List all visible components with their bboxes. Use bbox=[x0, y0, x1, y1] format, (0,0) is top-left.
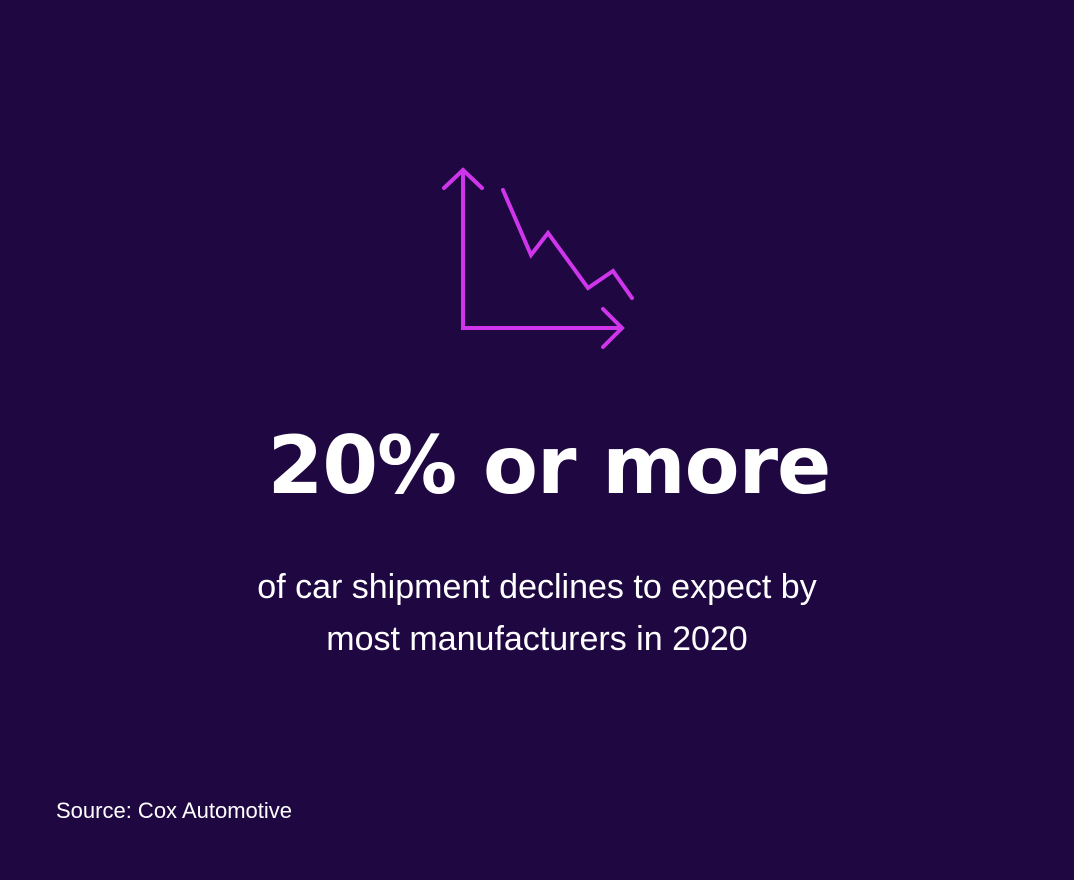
icon-trend-line bbox=[501, 188, 634, 300]
description-line: of car shipment declines to expect by bbox=[257, 568, 816, 606]
decline-icon bbox=[442, 167, 634, 349]
icon-arrow-right bbox=[601, 307, 625, 349]
icon-arrow-up bbox=[442, 167, 484, 190]
source: Source: Cox Automotive bbox=[56, 798, 292, 823]
description-line: most manufacturers in 2020 bbox=[326, 620, 747, 658]
icon-axes bbox=[461, 168, 624, 330]
headline: 20% or more bbox=[268, 419, 831, 512]
